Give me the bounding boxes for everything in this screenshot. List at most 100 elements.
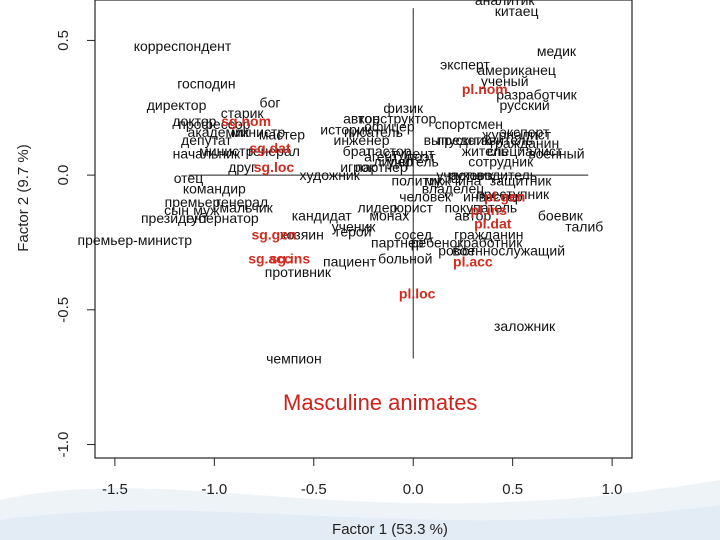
word-point: мастер [259,127,305,143]
word-point: защитник [490,173,553,189]
word-point: поэт [407,148,436,164]
word-point: партнер [355,159,408,175]
word-point: эксперт [440,57,490,73]
word-point: участник [436,167,494,183]
word-point: конструктор [358,111,436,127]
word-point: преступник [476,186,550,202]
x-tick-label: 0.0 [403,481,424,498]
word-point: премьер [165,194,221,210]
case-point: pl.acc [453,253,493,269]
case-point: sg.nom [221,113,271,129]
plot-frame [94,0,633,459]
word-point: хозяин [280,226,324,242]
word-point: пастор [367,143,411,159]
case-point: pl.loc [399,286,436,302]
word-point: муж [193,202,220,218]
word-point: ученый [481,73,529,89]
word-point: работник [463,234,523,250]
word-point: игрок [340,159,375,175]
word-point: премьер-министр [78,232,193,248]
case-point: sg.acc [248,251,292,267]
y-tick-label: 0.5 [55,30,72,51]
word-point: журналист [482,127,552,143]
word-point: партнер [371,234,424,250]
word-point: выпускник [424,132,492,148]
y-axis-ticks: -1.0 -0.5 0.0 0.5 [55,30,95,457]
word-point: робот [438,243,476,259]
case-points: pl.nom sg.nom sg.dat sg.loc pl.genpl.inspl.d… [221,81,525,302]
case-point: pl.nom [462,81,508,97]
word-point: представитель [437,132,533,148]
word-point: лидер [358,199,398,215]
word-point: офицер [364,119,415,135]
word-point: профессор [178,116,250,132]
word-point: начальник [173,146,241,162]
word-point: академик [188,124,250,140]
word-point: медик [537,43,577,59]
word-point: директор [147,97,207,113]
case-point: sg.loc [254,159,295,175]
word-point: владелец [422,181,485,197]
word-point: покупатель [444,199,517,215]
word-point: учитель [388,154,439,170]
word-point: кандидат [292,208,353,224]
word-point: военнослужащий [452,243,565,259]
word-point: старик [221,105,265,121]
word-point: историк [320,121,371,137]
x-tick-label: -0.5 [301,481,327,498]
case-point: sg.gen [251,226,296,242]
word-point: больной [378,251,432,267]
word-point: студент [384,146,435,162]
word-point: командир [183,181,246,197]
word-point: генерал [216,194,268,210]
word-point: сотрудник [468,154,534,170]
word-point: физик [383,100,424,116]
word-point: противник [265,264,332,280]
word-point: министр [199,143,253,159]
word-point: губернатор [186,210,259,226]
y-axis-label: Factor 2 (9.7 %) [15,144,32,252]
x-axis-label: Factor 1 (53.3 %) [332,521,448,538]
word-point: военный [528,146,584,162]
word-point: китаец [495,3,539,19]
word-point: заложник [494,318,556,334]
word-point: чемпион [266,350,322,366]
word-point: генерал [248,143,300,159]
word-point: инженер [334,132,390,148]
word-point: руководитель [449,167,537,183]
word-point: брат [343,143,373,159]
word-point: бог [260,94,281,110]
word-point: человек [399,189,452,205]
word-point: корреспондент [134,38,232,54]
word-point: мужчина [425,173,482,189]
x-axis-ticks: -1.5 -1.0 -0.5 0.0 0.5 1.0 [102,458,623,498]
x-tick-label: -1.0 [201,481,227,498]
word-point: американец [477,62,556,78]
case-point: sg.dat [249,140,291,156]
word-point: политик [391,173,443,189]
word-point: гражданин [454,226,523,242]
x-tick-label: -1.5 [102,481,128,498]
word-point: автор [343,111,380,127]
word-point: эксперт [500,124,550,140]
word-point: доктор [172,113,216,129]
word-point: аналитик [475,0,536,8]
word-point: отец [174,170,204,186]
word-point: житель [462,143,508,159]
case-point: pl.ins [471,202,508,218]
x-tick-label: 0.5 [502,481,523,498]
word-point: спортсмен [435,116,503,132]
case-point: sg.ins [270,251,311,267]
y-tick-label: -1.0 [55,432,72,458]
word-point: мальчик [220,199,274,215]
word-point: талиб [565,218,603,234]
word-point: специалист [487,143,563,159]
word-point: пациент [323,253,377,269]
word-point: юрист [393,199,433,215]
word-point: лидер [373,154,413,170]
word-point: ребенок [411,234,465,250]
word-point: господин [177,76,235,92]
word-point: ученик [332,218,377,234]
slide-caption: Masculine animates [283,390,478,415]
